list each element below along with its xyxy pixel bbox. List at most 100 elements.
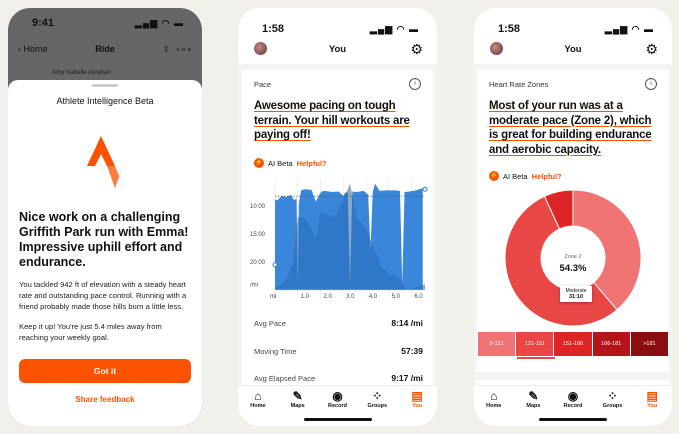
tab-record[interactable]: ◉ Record <box>322 389 352 426</box>
record-icon: ◉ <box>332 389 343 403</box>
info-icon[interactable]: i <box>409 78 421 90</box>
elevation-overlay <box>275 183 425 290</box>
avatar[interactable] <box>490 42 503 55</box>
x-tick-label: 6.0 <box>414 294 423 300</box>
tab-label: Home <box>486 403 502 409</box>
home-icon: ⌂ <box>254 389 262 403</box>
groups-icon: ⁘ <box>607 389 618 403</box>
donut-center-label: Zone 2 <box>564 254 582 260</box>
stat-value: 57:39 <box>401 346 423 356</box>
share-feedback-link[interactable]: Share feedback <box>75 395 135 404</box>
status-time: 1:58 <box>262 23 285 35</box>
tab-home[interactable]: ⌂ Home <box>243 389 273 426</box>
tab-maps[interactable]: ✎ Maps <box>518 389 548 426</box>
tab-label: Record <box>328 403 347 409</box>
zone-button[interactable]: >181 <box>630 332 669 356</box>
helpful-link[interactable]: Helpful? <box>531 171 562 181</box>
athlete-name: Arby Isabelle Abrahan <box>52 70 111 76</box>
y-tick-label: /mi <box>250 282 258 288</box>
home-indicator <box>539 418 607 421</box>
heart-rate-card: Heart Rate Zones i Most of your run was … <box>477 70 669 426</box>
tab-label: Home <box>250 403 266 409</box>
donut-slice <box>572 189 642 311</box>
ai-beta-label: AI Beta <box>503 171 528 181</box>
pace-chart: 10:00 15:00 20:00/mi mi 1.0 2.0 3.0 4.0 5.0 6.0 <box>250 178 428 300</box>
x-tick-label: 4.0 <box>369 294 378 300</box>
tab-record[interactable]: ◉ Record <box>558 389 588 426</box>
you-icon: ▤ <box>646 389 658 403</box>
tab-label: Groups <box>367 403 388 409</box>
tab-you[interactable]: ▤ You <box>402 389 432 426</box>
zone-button[interactable]: 121-151 <box>516 332 554 356</box>
you-icon: ▤ <box>411 389 423 403</box>
sheet-grabber[interactable] <box>92 84 118 87</box>
selected-zone-indicator <box>517 357 555 359</box>
tab-groups[interactable]: ⁘ Groups <box>598 389 628 426</box>
tooltip-value: 31:10 <box>568 294 584 300</box>
stat-row: Avg Elapsed Pace 9:17 /mi <box>254 373 423 383</box>
back-button[interactable]: ‹ Home <box>18 44 48 54</box>
x-tick-label: 2.0 <box>323 294 332 300</box>
y-tick-label: 10:00 <box>250 204 266 210</box>
map-icon: ✎ <box>528 389 539 403</box>
got-it-button[interactable]: Got it <box>19 359 191 383</box>
gear-icon[interactable]: ⚙ <box>645 41 658 57</box>
record-icon: ◉ <box>567 389 579 403</box>
status-icons: ▂▄▆ ◠ ▬ <box>604 23 654 34</box>
page-title: You <box>328 44 347 55</box>
tab-groups[interactable]: ⁘ Groups <box>362 389 392 426</box>
status-icons: ▂▄▆ ◠ ▬ <box>369 23 419 34</box>
info-icon[interactable]: i <box>645 78 657 90</box>
stat-value: 9:17 /mi <box>391 373 423 383</box>
share-icon[interactable]: ⇪ <box>162 43 171 54</box>
home-indicator <box>303 418 372 421</box>
zone-tooltip: Moderate 31:10 <box>560 286 592 302</box>
gear-icon[interactable]: ⚙ <box>410 41 423 57</box>
card-label: Heart Rate Zones <box>489 80 549 89</box>
tab-label: Record <box>563 403 583 409</box>
weekly-goal-text: Keep it up! You're just 5.4 miles away f… <box>19 322 162 342</box>
y-tick-label: 20:00 <box>250 260 266 266</box>
phone-heart-rate-screen: 1:58 ▂▄▆ ◠ ▬ You ⚙ Heart Rate Zones i Mos… <box>474 8 672 426</box>
phone-ride-screen: 9:41 ▂▄▆ ◠ ▬ ‹ Home Ride ⇪ ∘∘∘ Arby Isabe… <box>8 8 202 426</box>
tooltip-label: Moderate <box>565 288 587 294</box>
tab-maps[interactable]: ✎ Maps <box>283 389 313 426</box>
home-icon: ⌂ <box>490 389 498 403</box>
zone-selector: 0-121 121-151 151-166 166-181 >181 <box>477 332 669 356</box>
insight-body: You tackled 942 ft of elevation with a s… <box>19 280 187 311</box>
tab-label: Maps <box>526 403 541 409</box>
x-tick-label: mi <box>270 294 276 300</box>
avatar[interactable] <box>254 42 267 55</box>
athlete-intelligence-sheet: Athlete Intelligence Beta Nice work on a… <box>8 80 202 426</box>
zone-button[interactable]: 151-166 <box>554 332 592 356</box>
tab-you[interactable]: ▤ You <box>637 389 667 426</box>
page-title: Ride <box>95 44 115 54</box>
strava-logo-icon <box>87 136 123 188</box>
tab-label: You <box>647 403 658 409</box>
insight-headline: Most of your run was at a moderate pace … <box>489 100 652 156</box>
tab-label: Groups <box>602 403 623 409</box>
helpful-link[interactable]: Helpful? <box>296 158 327 168</box>
ai-beta-label: AI Beta <box>268 158 293 168</box>
phone-pace-screen: 1:58 ▂▄▆ ◠ ▬ You ⚙ Pace i Awesome pacing … <box>238 8 437 426</box>
tab-label: Maps <box>290 403 305 409</box>
groups-icon: ⁘ <box>372 389 383 403</box>
stat-row: Avg Pace 8:14 /mi <box>254 318 423 328</box>
insight-text: Most of your run was at a moderate pace … <box>489 99 661 157</box>
tab-home[interactable]: ⌂ Home <box>479 389 509 426</box>
x-tick-label: 3.0 <box>346 294 355 300</box>
card-divider <box>477 372 669 380</box>
status-time: 9:41 <box>32 17 55 29</box>
stat-label: Avg Pace <box>254 319 286 328</box>
tab-label: You <box>412 403 423 409</box>
zone-button[interactable]: 0-121 <box>478 332 516 356</box>
start-marker <box>272 262 278 268</box>
stat-label: Moving Time <box>254 347 297 356</box>
stat-row: Moving Time 57:39 <box>254 346 423 356</box>
x-tick-label: 1.0 <box>301 294 310 300</box>
y-tick-label: 15:00 <box>250 232 266 238</box>
donut-center-value: 54.3% <box>559 263 587 274</box>
zone-button[interactable]: 166-181 <box>592 332 630 356</box>
pace-area <box>275 183 423 290</box>
more-icon[interactable]: ∘∘∘ <box>175 43 192 54</box>
